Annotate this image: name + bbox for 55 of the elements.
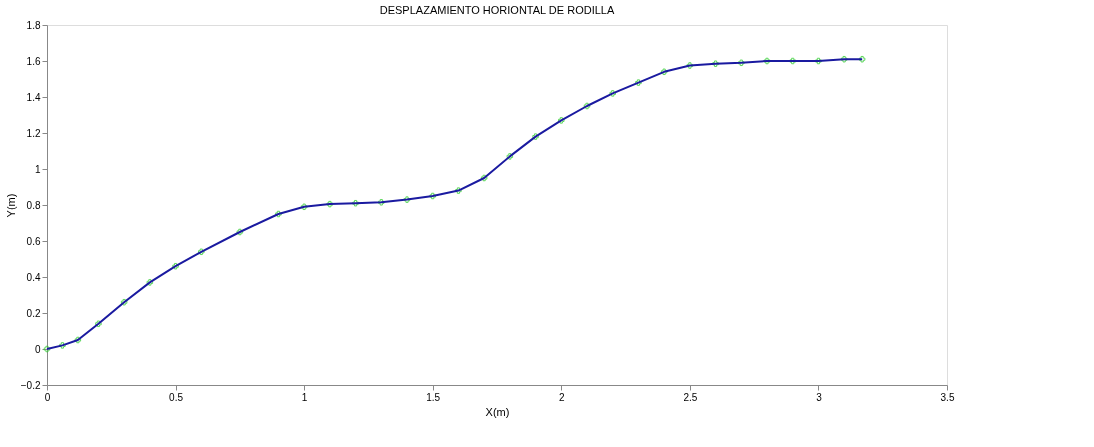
point (236, 228, 244, 236)
point (95, 320, 102, 328)
point (43, 345, 51, 353)
point (686, 62, 694, 69)
y-tick-label: 1 (34, 163, 41, 175)
point (480, 174, 488, 182)
point (712, 60, 719, 67)
x-tick-label: 3.5 (940, 391, 955, 403)
x-tick-label: 0 (44, 391, 51, 403)
point (532, 133, 539, 140)
y-tick-label: 1.4 (26, 91, 41, 103)
point (660, 68, 668, 76)
chart-title: DESPLAZAMIENTO HORIONTAL DE RODILLA (379, 4, 615, 16)
point (403, 196, 411, 203)
x-tick-label: 2.5 (683, 391, 698, 403)
x-tick-label: 1 (301, 391, 308, 403)
point (455, 187, 462, 194)
point (59, 342, 66, 349)
point (583, 102, 591, 110)
point (738, 59, 745, 67)
point (429, 192, 436, 200)
point (172, 262, 179, 270)
point (815, 57, 822, 65)
point (74, 336, 82, 344)
point (300, 203, 308, 211)
y-tick-label: 1.8 (26, 19, 41, 31)
point (352, 199, 359, 207)
point (146, 279, 154, 286)
point (326, 200, 334, 208)
point (506, 153, 514, 160)
y-tick-label: 1.2 (26, 127, 41, 139)
y-tick-label: −0.2 (20, 379, 41, 391)
x-tick-label: 3 (816, 391, 823, 403)
point (558, 117, 565, 124)
x-tick-label: 0.5 (169, 391, 184, 403)
point (609, 90, 616, 97)
y-tick-label: 0.6 (26, 235, 41, 247)
y-tick-label: 0 (34, 343, 41, 355)
x-tick-label: 2 (559, 391, 565, 403)
point (763, 57, 771, 65)
y-axis-title: Y(m) (4, 193, 17, 218)
point (120, 298, 128, 306)
point (378, 199, 385, 206)
y-tick-label: 0.8 (26, 199, 41, 211)
y-tick-label: 1.6 (26, 55, 41, 67)
point (840, 55, 848, 63)
y-tick-label: 0.2 (26, 307, 41, 319)
point (635, 79, 642, 86)
point (789, 57, 796, 65)
point (275, 210, 282, 218)
x-axis-title: X(m) (485, 405, 510, 418)
x-tick-label: 1.5 (426, 391, 441, 403)
point (198, 248, 205, 256)
y-tick-label: 0.4 (26, 271, 41, 283)
point (858, 55, 866, 63)
